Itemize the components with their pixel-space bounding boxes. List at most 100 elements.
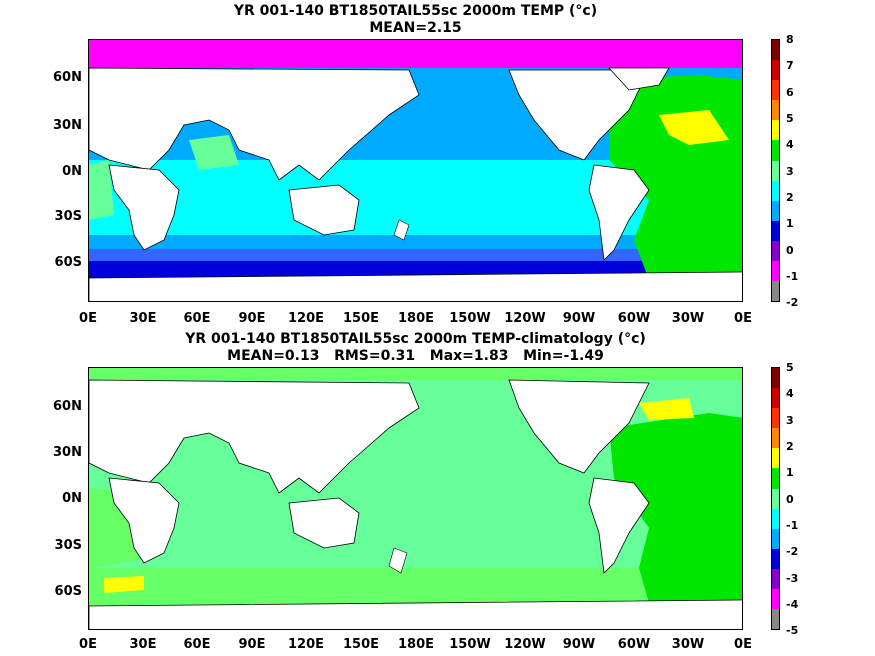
panel-1-lat-60n: 60N <box>53 70 82 85</box>
panel-2-lon-1: 30E <box>129 637 157 652</box>
cbar2-swatch <box>772 408 779 429</box>
panel-1-lon-6: 180E <box>397 311 435 326</box>
panel-1-lon-11: 30W <box>671 311 705 326</box>
cbar2-swatch <box>772 468 779 489</box>
panel-2-lon-4: 120E <box>287 637 325 652</box>
panel-1-lat-30n: 30N <box>53 118 82 133</box>
cbar1-swatch <box>772 60 779 81</box>
panel-1-lon-9: 90W <box>562 311 596 326</box>
panel-1-lon-2: 60E <box>183 311 211 326</box>
land-north-america <box>508 379 650 474</box>
cbar1-swatch <box>772 40 779 61</box>
land-africa <box>108 477 180 564</box>
cbar2-swatch <box>772 589 779 610</box>
cbar2-swatch <box>772 368 779 389</box>
cbar1-swatch <box>772 100 779 121</box>
panel-1-lon-10: 60W <box>617 311 651 326</box>
panel-1-lon-1: 30E <box>129 311 157 326</box>
cbar1-swatch <box>772 80 779 101</box>
panel-1-title-text: YR 001-140 BT1850TAIL55sc 2000m TEMP (°c… <box>233 3 598 19</box>
cbar1-swatch <box>772 160 779 181</box>
panel-1-lat-30s: 30S <box>54 209 82 224</box>
panel-2-lon-11: 30W <box>671 637 705 652</box>
panel-2-lon-0: 0E <box>79 637 97 652</box>
cbar2-label: 3 <box>786 414 794 427</box>
panel-1-lon-4: 120E <box>287 311 325 326</box>
panel-1-lon-12: 0E <box>734 311 752 326</box>
panel-2-lon-10: 60W <box>617 637 651 652</box>
cbar1-label: -2 <box>786 296 799 309</box>
cbar2-swatch <box>772 548 779 569</box>
cbar1-swatch <box>772 140 779 161</box>
panel-1-lon-5: 150E <box>342 311 380 326</box>
cbar1-label: -1 <box>786 270 799 283</box>
cbar1-label: 7 <box>786 59 794 72</box>
panel-2-lat-30s: 30S <box>54 538 82 553</box>
cbar2-label: -3 <box>786 572 799 585</box>
cbar2-label: -4 <box>786 598 799 611</box>
cbar1-swatch <box>772 180 779 201</box>
cbar1-swatch <box>772 120 779 141</box>
panel-1-map-svg <box>89 40 742 301</box>
cbar1-label: 0 <box>786 244 794 257</box>
cbar1-label: 3 <box>786 165 794 178</box>
panel-2-lon-2: 60E <box>183 637 211 652</box>
land-antarctica <box>89 599 742 629</box>
land-greenland <box>608 67 670 91</box>
land-south-america <box>588 477 650 574</box>
panel-1-map <box>88 39 743 302</box>
panel-1-lon-0: 0E <box>79 311 97 326</box>
cbar2-label: 1 <box>786 466 794 479</box>
land-south-america <box>588 164 650 261</box>
panel-2-lon-12: 0E <box>734 637 752 652</box>
panel-2-lat-60s: 60S <box>54 584 82 599</box>
panel-2-lon-3: 90E <box>238 637 266 652</box>
land-africa <box>108 164 180 251</box>
cbar1-swatch <box>772 240 779 262</box>
panel-2-lat-0n: 0N <box>62 491 82 506</box>
cbar2-swatch <box>772 488 779 509</box>
cbar1-label: 4 <box>786 138 794 151</box>
cbar1-label: 8 <box>786 33 794 46</box>
cbar1-label: 5 <box>786 112 794 125</box>
cbar1-swatch <box>772 261 779 282</box>
panel-2-lon-8: 120W <box>504 637 546 652</box>
cbar1-swatch <box>772 200 779 221</box>
cbar2-label: 0 <box>786 493 794 506</box>
cbar2-swatch <box>772 508 779 529</box>
land-australia <box>288 184 360 236</box>
panel-2-lat-60n: 60N <box>53 399 82 414</box>
cbar2-label: 5 <box>786 361 794 374</box>
cbar2-label: 2 <box>786 440 794 453</box>
panel-2-title: YR 001-140 BT1850TAIL55sc 2000m TEMP-cli… <box>88 331 743 365</box>
land-antarctica <box>89 271 742 301</box>
cbar2-swatch <box>772 428 779 449</box>
cbar1-label: 6 <box>786 86 794 99</box>
cbar2-label: -2 <box>786 545 799 558</box>
panel-2-lon-6: 180E <box>397 637 435 652</box>
cbar2-label: -5 <box>786 624 799 637</box>
cbar1-label: 1 <box>786 217 794 230</box>
panel-1-colorbar <box>771 39 780 302</box>
panel-2-map <box>88 367 743 630</box>
panel-2-stats: MEAN=0.13 RMS=0.31 Max=1.83 Min=-1.49 <box>227 348 604 364</box>
land-australia <box>288 497 360 549</box>
cbar1-label: 2 <box>786 191 794 204</box>
cbar2-swatch <box>772 448 779 469</box>
panel-2-colorbar <box>771 367 780 630</box>
panel-2-lon-5: 150E <box>342 637 380 652</box>
cbar2-swatch <box>772 568 779 590</box>
panel-2-map-svg <box>89 368 742 629</box>
panel-2-lat-30n: 30N <box>53 445 82 460</box>
panel-1-lon-8: 120W <box>504 311 546 326</box>
panel-2-title-text: YR 001-140 BT1850TAIL55sc 2000m TEMP-cli… <box>185 331 646 347</box>
cbar2-swatch <box>772 388 779 409</box>
cbar1-swatch <box>772 220 779 241</box>
panel-1-lat-60s: 60S <box>54 255 82 270</box>
cbar2-swatch <box>772 609 779 629</box>
cbar2-label: 4 <box>786 387 794 400</box>
panel-1-lon-3: 90E <box>238 311 266 326</box>
panel-1-lon-7: 150W <box>449 311 491 326</box>
panel-1-lat-0n: 0N <box>62 164 82 179</box>
panel-2-lon-7: 150W <box>449 637 491 652</box>
